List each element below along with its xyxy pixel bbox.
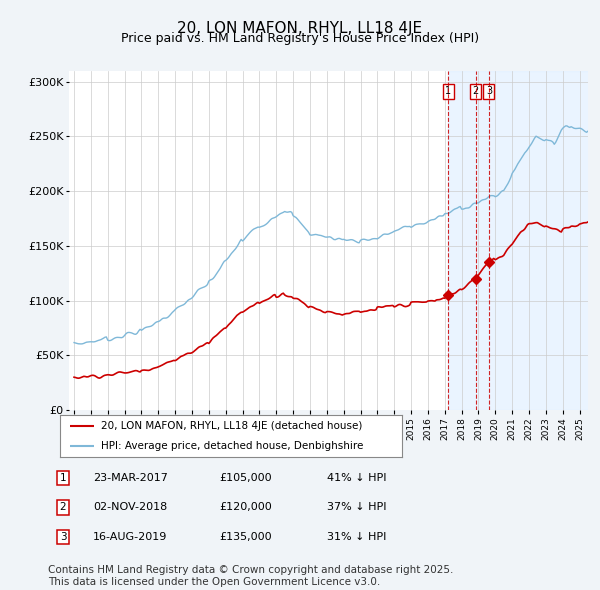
Text: Contains HM Land Registry data © Crown copyright and database right 2025.
This d: Contains HM Land Registry data © Crown c… — [48, 565, 454, 587]
Bar — [448, 71, 600, 410]
Text: 2: 2 — [473, 86, 479, 96]
Text: 37% ↓ HPI: 37% ↓ HPI — [327, 503, 386, 512]
Text: 1: 1 — [59, 473, 67, 483]
Text: £135,000: £135,000 — [219, 532, 272, 542]
Text: 20, LON MAFON, RHYL, LL18 4JE (detached house): 20, LON MAFON, RHYL, LL18 4JE (detached … — [101, 421, 362, 431]
Text: 16-AUG-2019: 16-AUG-2019 — [93, 532, 167, 542]
Text: 3: 3 — [59, 532, 67, 542]
Text: Price paid vs. HM Land Registry's House Price Index (HPI): Price paid vs. HM Land Registry's House … — [121, 32, 479, 45]
Text: 20, LON MAFON, RHYL, LL18 4JE: 20, LON MAFON, RHYL, LL18 4JE — [178, 21, 422, 35]
Text: HPI: Average price, detached house, Denbighshire: HPI: Average price, detached house, Denb… — [101, 441, 364, 451]
Text: 41% ↓ HPI: 41% ↓ HPI — [327, 473, 386, 483]
Text: 1: 1 — [445, 86, 452, 96]
Text: 23-MAR-2017: 23-MAR-2017 — [93, 473, 168, 483]
Text: £120,000: £120,000 — [219, 503, 272, 512]
Text: 02-NOV-2018: 02-NOV-2018 — [93, 503, 167, 512]
Text: 3: 3 — [486, 86, 492, 96]
Text: £105,000: £105,000 — [219, 473, 272, 483]
Text: 31% ↓ HPI: 31% ↓ HPI — [327, 532, 386, 542]
Text: 2: 2 — [59, 503, 67, 512]
